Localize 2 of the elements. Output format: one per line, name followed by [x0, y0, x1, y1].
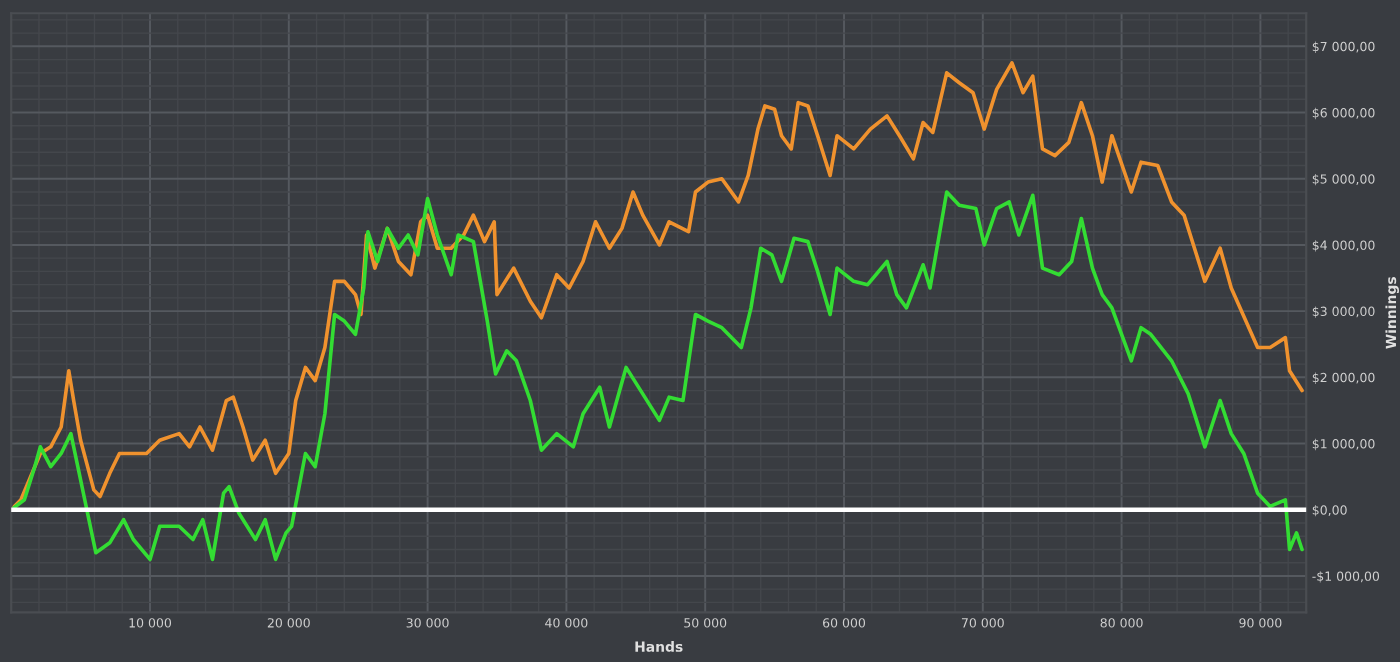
line-series: [11, 61, 1304, 512]
line-series: [11, 190, 1304, 562]
